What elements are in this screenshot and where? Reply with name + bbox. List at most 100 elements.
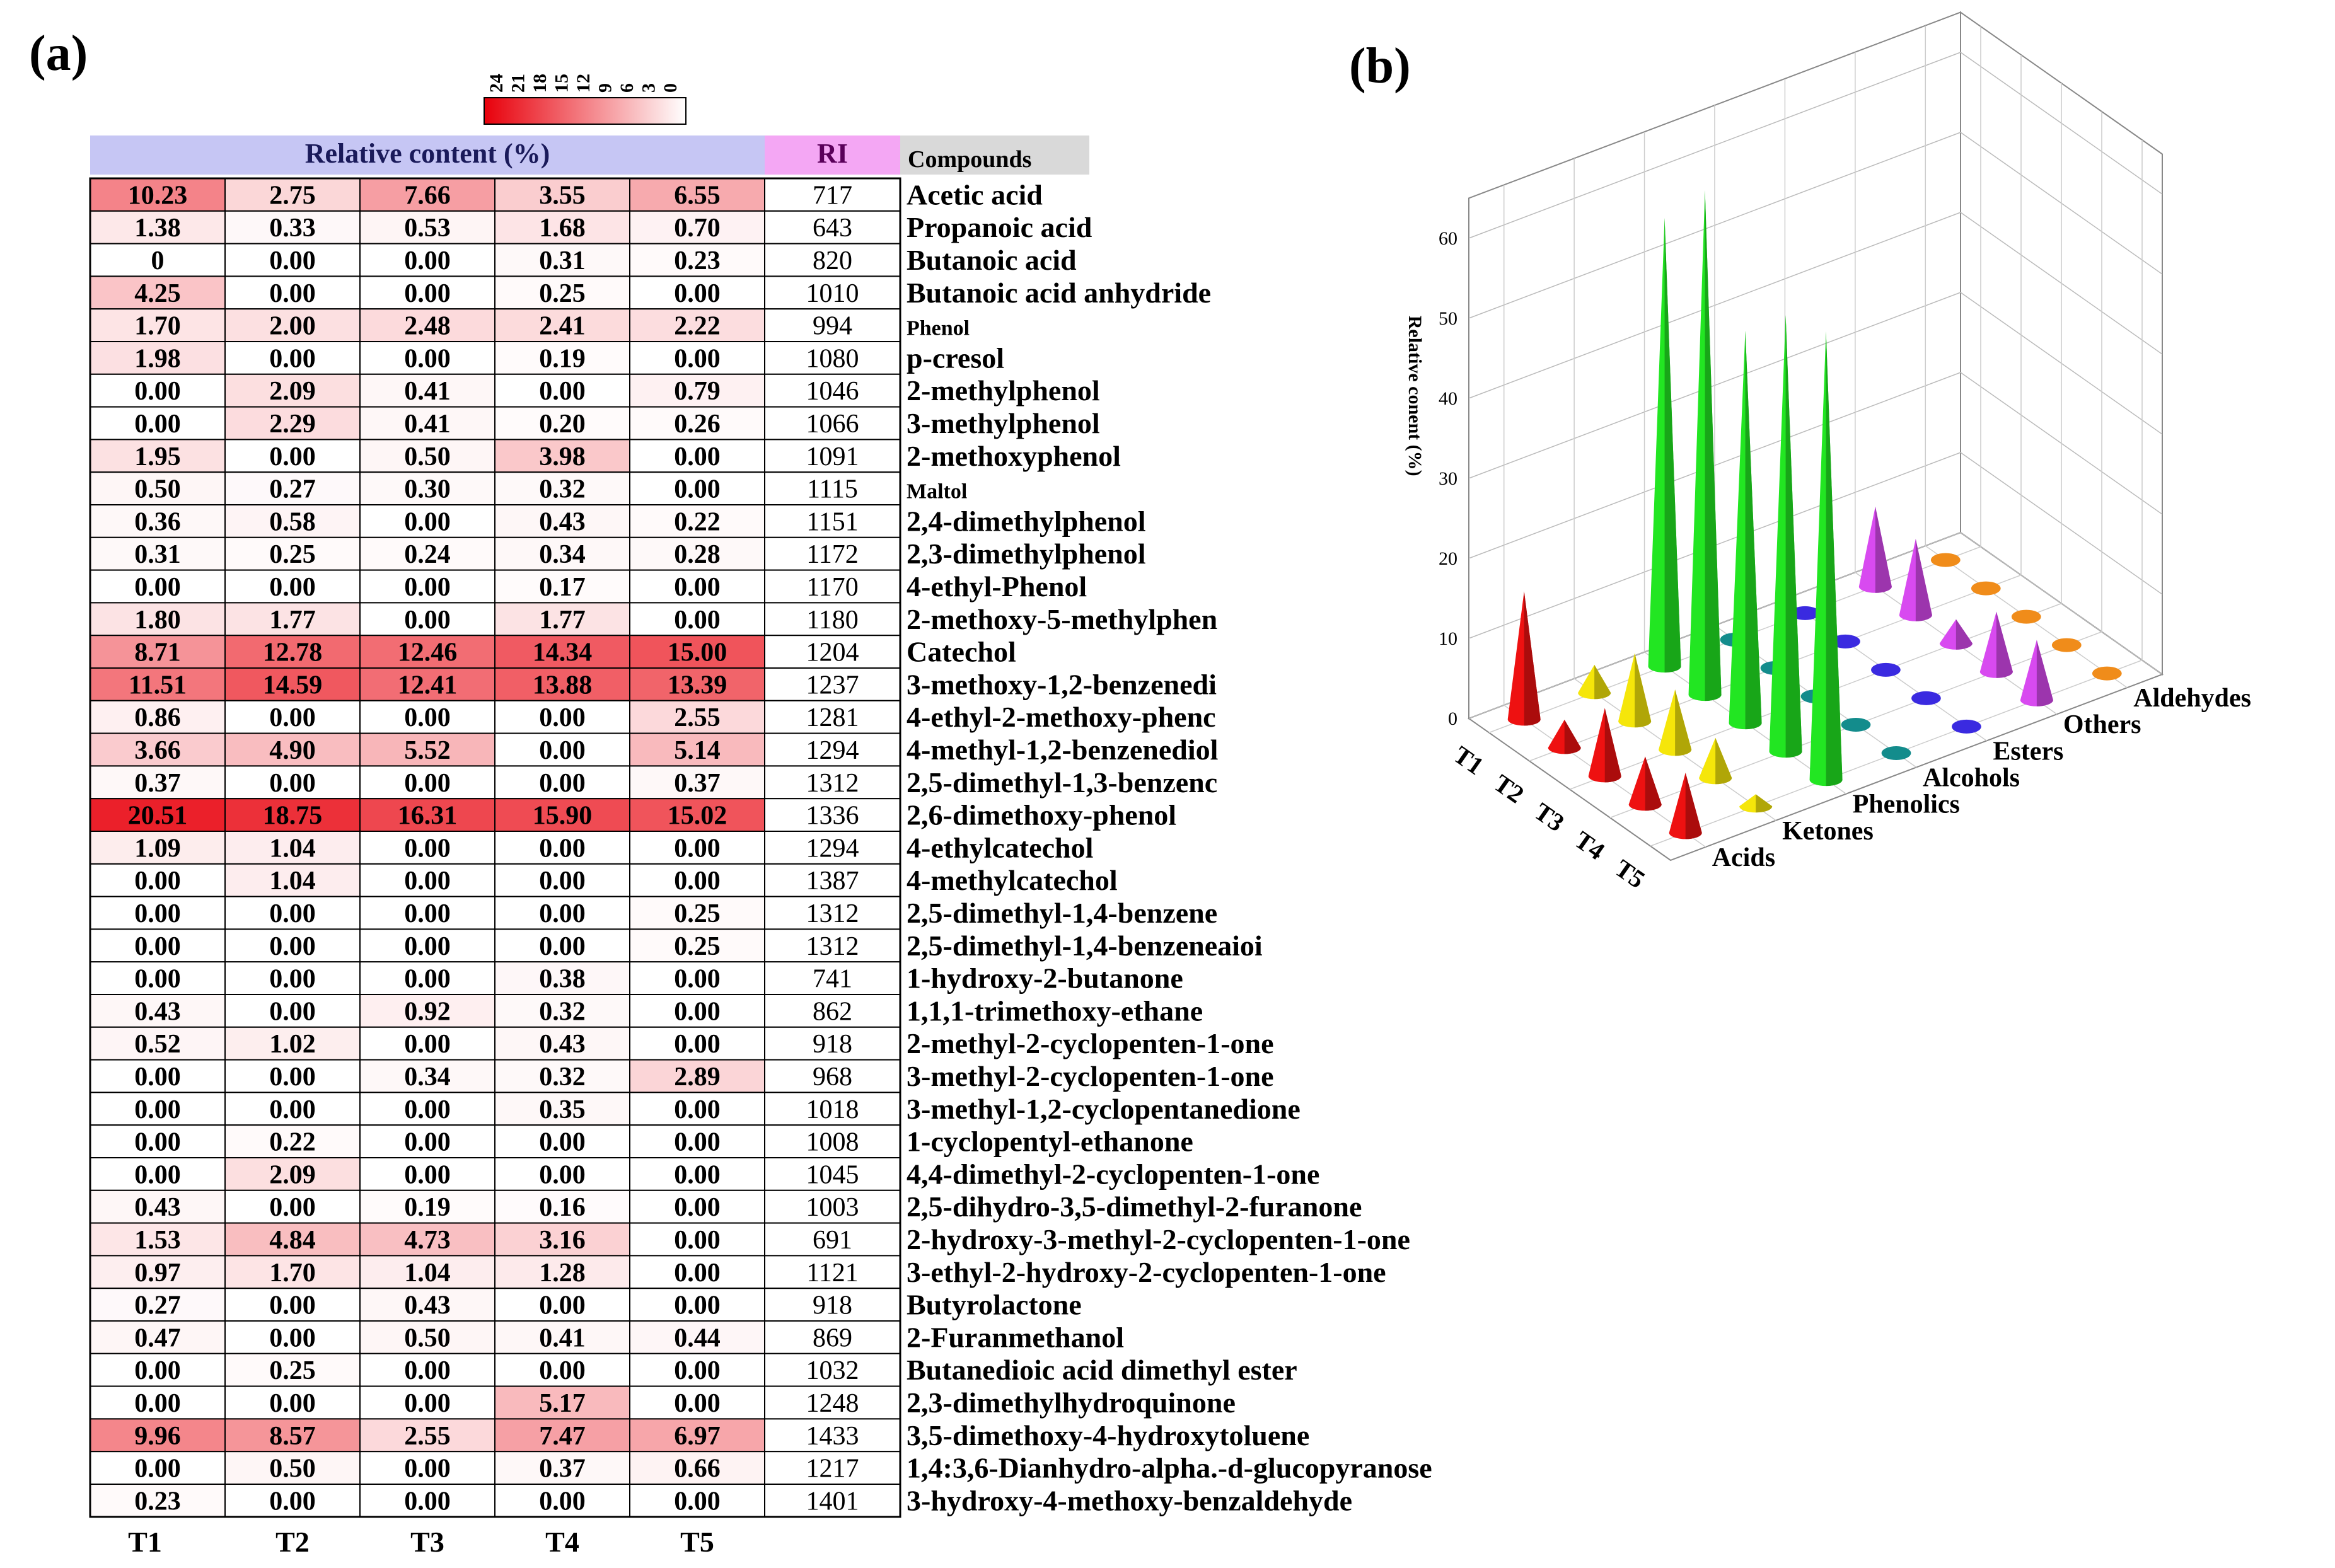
ri-value: 1180	[806, 606, 858, 635]
ri-value: 1387	[806, 867, 859, 896]
cone-acids-t5	[1669, 773, 1702, 839]
ri-value: 1115	[807, 475, 858, 504]
heatmap-cell-value: 0.00	[539, 736, 586, 765]
cone-acids-t2	[1548, 719, 1581, 754]
heatmap-cell-value: 0.00	[539, 377, 586, 406]
cone-ketones-t5	[1739, 794, 1773, 813]
heatmap-cell-value: 0.41	[404, 410, 451, 439]
heatmap-cell	[359, 504, 495, 538]
compound-name: Propanoic acid	[907, 211, 1092, 243]
heatmap-cell-value: 1.95	[134, 442, 181, 471]
heatmap-cell	[359, 1124, 495, 1158]
cone-esters-t4	[1911, 691, 1941, 705]
cone-esters-t3	[1871, 662, 1901, 677]
compound-name: 3-methylphenol	[907, 407, 1100, 439]
heatmap-cell-value: 12.41	[398, 671, 458, 700]
heatmap-cell	[629, 994, 765, 1028]
heatmap-cell-value: 0.33	[269, 214, 316, 243]
heatmap-cell-value: 0.00	[404, 1095, 451, 1124]
heatmap-cell-value: 0.27	[134, 1291, 181, 1320]
heatmap-cell-value: 0.31	[134, 540, 181, 569]
heatmap-cell-value: 0.00	[674, 834, 721, 863]
ri-value: 862	[813, 997, 852, 1026]
heatmap-cell-value: 0.00	[134, 410, 181, 439]
colorbar-tick: 6	[617, 83, 637, 93]
heatmap-cell-value: 0.00	[134, 1389, 181, 1418]
compound-name: 2-Furanmethanol	[907, 1321, 1124, 1353]
cone-aldehydes-t3	[2011, 609, 2041, 624]
ri-value: 1003	[806, 1193, 859, 1222]
z-gridline	[1468, 132, 2163, 319]
cone-phenolics-t1	[1648, 217, 1681, 673]
heatmap-cell-value: 2.29	[269, 410, 316, 439]
heatmap-cell-value: 8.57	[269, 1422, 316, 1451]
x-category-label: T3	[1529, 797, 1570, 838]
heatmap-cell-value: 0.00	[539, 899, 586, 928]
ri-cell	[764, 471, 901, 506]
cone-aldehydes-t5	[2092, 666, 2122, 681]
compound-name: 2-methoxyphenol	[907, 440, 1121, 472]
compound-name: 2,4-dimethylphenol	[907, 505, 1146, 537]
heatmap-cell-value: 0.50	[269, 1455, 316, 1484]
cone-shade	[1645, 756, 1662, 811]
compound-name: Catechol	[907, 636, 1016, 668]
heatmap-cell-value: 0.00	[674, 997, 721, 1026]
heatmap-cell-value: 5.17	[539, 1389, 586, 1418]
heatmap-cell	[494, 635, 630, 669]
heatmap-cell-value: 0.00	[404, 1128, 451, 1157]
compound-name: 2-methyl-2-cyclopenten-1-one	[907, 1027, 1274, 1059]
x-category-label: T2	[1489, 769, 1529, 809]
colorbar-tick: 0	[660, 83, 681, 93]
z-tick-label: 10	[1439, 628, 1457, 649]
heatmap-cell-value: 0.23	[134, 1487, 181, 1516]
compound-name: Butanedioic acid dimethyl ester	[907, 1354, 1297, 1386]
heatmap-cell	[629, 798, 765, 832]
compound-name: 2,5-dihydro-3,5-dimethyl-2-furanone	[907, 1190, 1362, 1223]
ri-value: 1312	[806, 769, 859, 798]
heatmap-cell-value: 0.35	[539, 1095, 586, 1124]
heatmap-cell	[359, 569, 495, 604]
compound-name: 2,5-dimethyl-1,4-benzene	[907, 897, 1217, 929]
heatmap-cell-value: 0.00	[404, 899, 451, 928]
heatmap-cell	[494, 178, 630, 212]
heatmap-cell-value: 0.32	[539, 475, 586, 504]
heatmap-cell-value: 0.00	[539, 834, 586, 863]
cone-alcohols-t4	[1841, 718, 1871, 732]
heatmap-cell-value: 14.59	[263, 671, 323, 700]
heatmap-cell-value: 1.53	[134, 1226, 181, 1255]
cone-phenolics-t5	[1809, 331, 1843, 787]
heatmap-cell-value: 3.55	[539, 181, 586, 210]
heatmap-cell	[90, 994, 226, 1028]
heatmap-cell-value: 0.00	[539, 703, 586, 732]
colorbar-tick: 18	[530, 74, 550, 93]
ri-cell	[764, 536, 901, 571]
heatmap-cell	[494, 831, 630, 865]
heatmap-cell-value: 0.28	[674, 540, 721, 569]
heatmap-cell-value: 0.37	[674, 769, 721, 798]
heatmap-cell	[629, 373, 765, 408]
heatmap-cell-value: 0.50	[134, 475, 181, 504]
cone-others-t2	[1899, 539, 1932, 621]
heatmap-cell	[629, 1385, 765, 1420]
ri-value: 1312	[806, 899, 859, 928]
cone-esters-t1	[1790, 606, 1820, 620]
heatmap-cell-value: 0.32	[539, 997, 586, 1026]
heatmap-cell-value: 0.43	[404, 1291, 451, 1320]
compound-name: 3-methyl-1,2-cyclopentanedione	[907, 1093, 1301, 1125]
heatmap-cell	[359, 700, 495, 734]
heatmap-cell	[90, 1189, 226, 1224]
heatmap-cell	[494, 1157, 630, 1191]
heatmap-cell	[359, 210, 495, 245]
heatmap-cell	[359, 471, 495, 506]
compound-name: p-cresol	[907, 342, 1004, 374]
heatmap-cell	[629, 667, 765, 701]
ri-value: 1312	[806, 932, 859, 961]
compound-name: Acetic acid	[907, 178, 1043, 210]
heatmap-cell-value: 8.71	[134, 638, 181, 667]
cone-esters-t5	[1952, 719, 1981, 734]
ri-value: 1080	[806, 344, 859, 373]
heatmap-cell-value: 14.34	[533, 638, 593, 667]
heatmap-cell-value: 0.00	[134, 899, 181, 928]
cone-shade	[1745, 330, 1762, 730]
heatmap-cell	[359, 1451, 495, 1485]
